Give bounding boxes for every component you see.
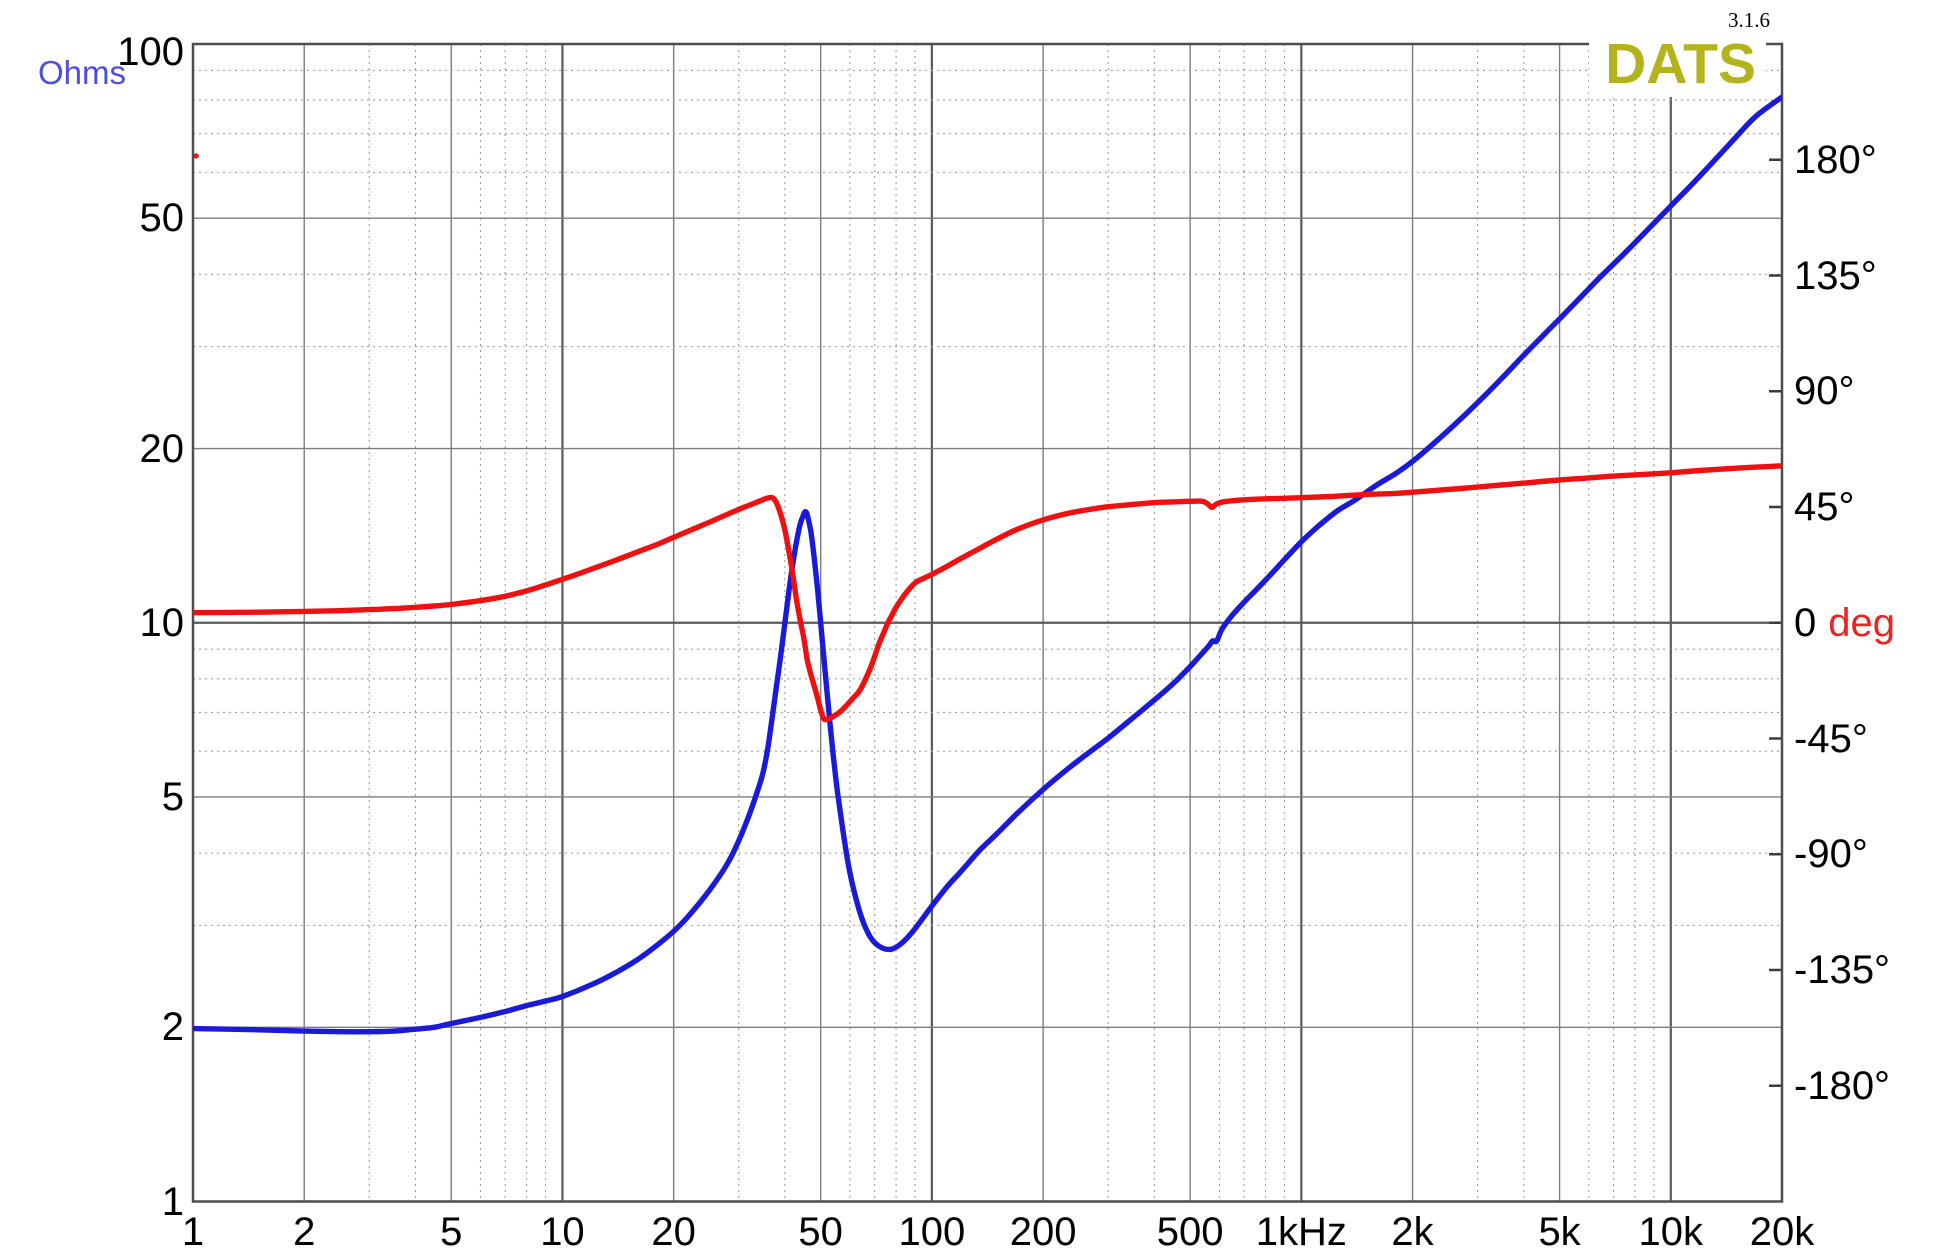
impedance-curve: [193, 94, 1782, 1035]
left-axis-tick-5: 5: [161, 774, 184, 819]
app-version-label: 3.1.6: [1728, 8, 1770, 32]
left-axis-tick-20: 20: [139, 426, 185, 471]
plot-border: [191, 42, 1784, 1203]
x-axis-tick-10: 10: [540, 1210, 585, 1254]
x-axis-tick-20: 20: [651, 1210, 696, 1254]
right-axis-tick--135°: -135°: [1794, 948, 1891, 992]
x-axis-tick-50: 50: [798, 1210, 843, 1254]
left-axis-tick-100: 100: [117, 30, 184, 74]
left-axis-tick-50: 50: [139, 196, 185, 241]
right-axis-tick-45°: 45°: [1794, 485, 1855, 529]
right-axis-tick-90°: 90°: [1794, 369, 1855, 414]
left-axis-tick-10: 10: [139, 600, 185, 645]
x-axis-tick-20k: 20k: [1749, 1210, 1815, 1254]
left-axis-title-ohms: Ohms: [38, 54, 127, 91]
x-axis-tick-200: 200: [1009, 1210, 1077, 1254]
x-axis-tick-2k: 2k: [1391, 1210, 1434, 1254]
right-axis-unit-deg: deg: [1828, 600, 1895, 645]
left-axis-tick-2: 2: [161, 1005, 184, 1050]
x-axis-tick-2: 2: [293, 1210, 316, 1254]
x-axis-tick-1kHz: 1kHz: [1255, 1210, 1347, 1254]
x-axis-tick-1: 1: [181, 1210, 205, 1254]
right-axis-zero-and-unit: 0 deg: [1794, 603, 1895, 643]
x-axis-tick-10k: 10k: [1638, 1210, 1704, 1254]
right-axis-tick-180°: 180°: [1794, 137, 1877, 182]
x-axis-tick-500: 500: [1156, 1210, 1224, 1254]
right-axis-tick--45°: -45°: [1794, 716, 1868, 761]
right-axis-tick--90°: -90°: [1794, 832, 1868, 877]
right-axis-tick--180°: -180°: [1794, 1063, 1891, 1108]
right-axis-tick-135°: 135°: [1794, 253, 1877, 298]
x-axis-tick-5: 5: [440, 1210, 463, 1254]
phase-curve: [193, 463, 1782, 723]
left-axis-tick-1: 1: [161, 1179, 184, 1224]
stray-phase-sample-dot: [193, 153, 199, 159]
right-axis-zero-label: 0: [1794, 600, 1817, 645]
x-axis-tick-100: 100: [898, 1210, 966, 1254]
x-axis-tick-5k: 5k: [1538, 1210, 1581, 1254]
dats-logo: DATS: [1589, 34, 1766, 97]
